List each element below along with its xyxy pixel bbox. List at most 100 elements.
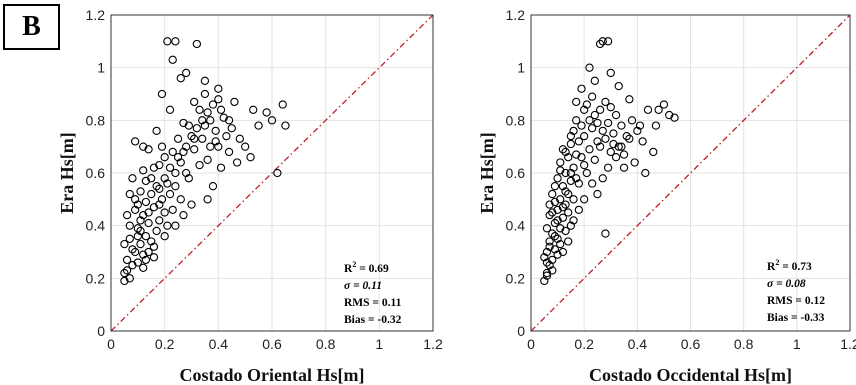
data-point	[587, 92, 597, 101]
x-tick-label: 1.2	[423, 336, 443, 352]
data-point	[125, 221, 134, 230]
data-point	[278, 100, 287, 109]
data-point	[139, 166, 148, 175]
y-tick-label: 0.6	[86, 165, 106, 181]
data-point	[160, 174, 169, 183]
data-point	[168, 55, 177, 64]
stat-rms: RMS = 0.12	[767, 295, 825, 307]
data-point	[214, 95, 223, 104]
data-point	[120, 276, 129, 286]
data-point	[171, 221, 180, 230]
data-point	[553, 250, 562, 259]
data-point	[633, 126, 642, 136]
y-tick-label: 0.4	[506, 218, 526, 234]
x-tick-label: 0.2	[155, 336, 175, 352]
stat-r2: R2 = 0.73	[767, 258, 812, 273]
data-point	[649, 147, 658, 157]
data-point	[130, 195, 140, 204]
data-point	[542, 271, 552, 280]
data-point	[561, 226, 570, 236]
data-point	[580, 131, 589, 141]
data-point	[553, 216, 562, 225]
data-point	[147, 237, 156, 246]
data-point	[590, 110, 599, 120]
data-point	[598, 37, 607, 46]
data-point	[273, 168, 282, 178]
data-point	[246, 153, 255, 162]
data-point	[152, 126, 161, 136]
data-point	[593, 118, 602, 128]
data-point	[564, 208, 573, 217]
data-point	[147, 189, 156, 199]
data-point	[149, 242, 159, 251]
data-point	[195, 160, 204, 170]
data-point	[566, 176, 576, 186]
data-point	[558, 145, 568, 154]
data-point	[173, 153, 183, 162]
data-point	[122, 266, 132, 275]
data-point	[577, 153, 586, 162]
data-point	[195, 105, 204, 114]
y-tick-label: 1	[97, 60, 105, 76]
data-point	[219, 113, 228, 122]
panel-label: B	[3, 4, 60, 50]
data-point	[545, 200, 554, 209]
scatter-points	[540, 37, 679, 286]
data-point	[556, 224, 565, 233]
data-point	[561, 147, 570, 157]
y-tick-label: 0	[97, 323, 105, 339]
data-point	[179, 118, 188, 128]
data-point	[171, 37, 180, 46]
data-point	[230, 97, 239, 107]
data-point	[176, 195, 185, 204]
data-point	[635, 121, 645, 130]
data-point	[141, 232, 151, 241]
data-point	[614, 81, 623, 91]
data-point	[227, 124, 236, 133]
data-point	[281, 121, 290, 130]
data-point	[179, 210, 188, 220]
data-point	[141, 176, 151, 186]
data-point	[638, 137, 647, 146]
data-point	[614, 142, 623, 151]
data-point	[665, 110, 674, 120]
data-point	[550, 218, 560, 228]
data-point	[136, 226, 145, 236]
data-point	[580, 105, 589, 114]
data-point	[163, 179, 172, 188]
data-point	[171, 168, 180, 178]
data-point	[564, 237, 573, 246]
data-point	[179, 147, 188, 157]
data-point	[149, 203, 159, 212]
data-point	[548, 255, 557, 265]
data-point	[120, 239, 129, 249]
data-point	[130, 205, 140, 215]
data-point	[149, 163, 159, 172]
data-point	[582, 168, 591, 178]
data-point	[157, 142, 167, 151]
data-point	[181, 68, 191, 78]
data-point	[165, 189, 175, 199]
data-point	[184, 174, 193, 183]
data-point	[122, 210, 132, 220]
data-point	[595, 105, 605, 114]
one-to-one-line	[530, 14, 851, 332]
data-point	[214, 142, 223, 151]
data-point	[198, 116, 207, 125]
data-point	[200, 121, 210, 130]
data-point	[550, 245, 560, 254]
data-point	[545, 210, 554, 220]
data-point	[566, 168, 576, 178]
data-point	[556, 195, 565, 204]
data-point	[157, 89, 167, 99]
data-point	[165, 105, 175, 114]
data-point	[181, 168, 191, 178]
data-point	[580, 195, 589, 204]
data-point	[630, 158, 639, 167]
x-tick-label: 0.8	[316, 336, 336, 352]
data-point	[622, 131, 631, 141]
data-point	[133, 200, 142, 209]
data-point	[659, 100, 669, 109]
data-point	[144, 208, 153, 217]
data-point	[643, 105, 653, 114]
